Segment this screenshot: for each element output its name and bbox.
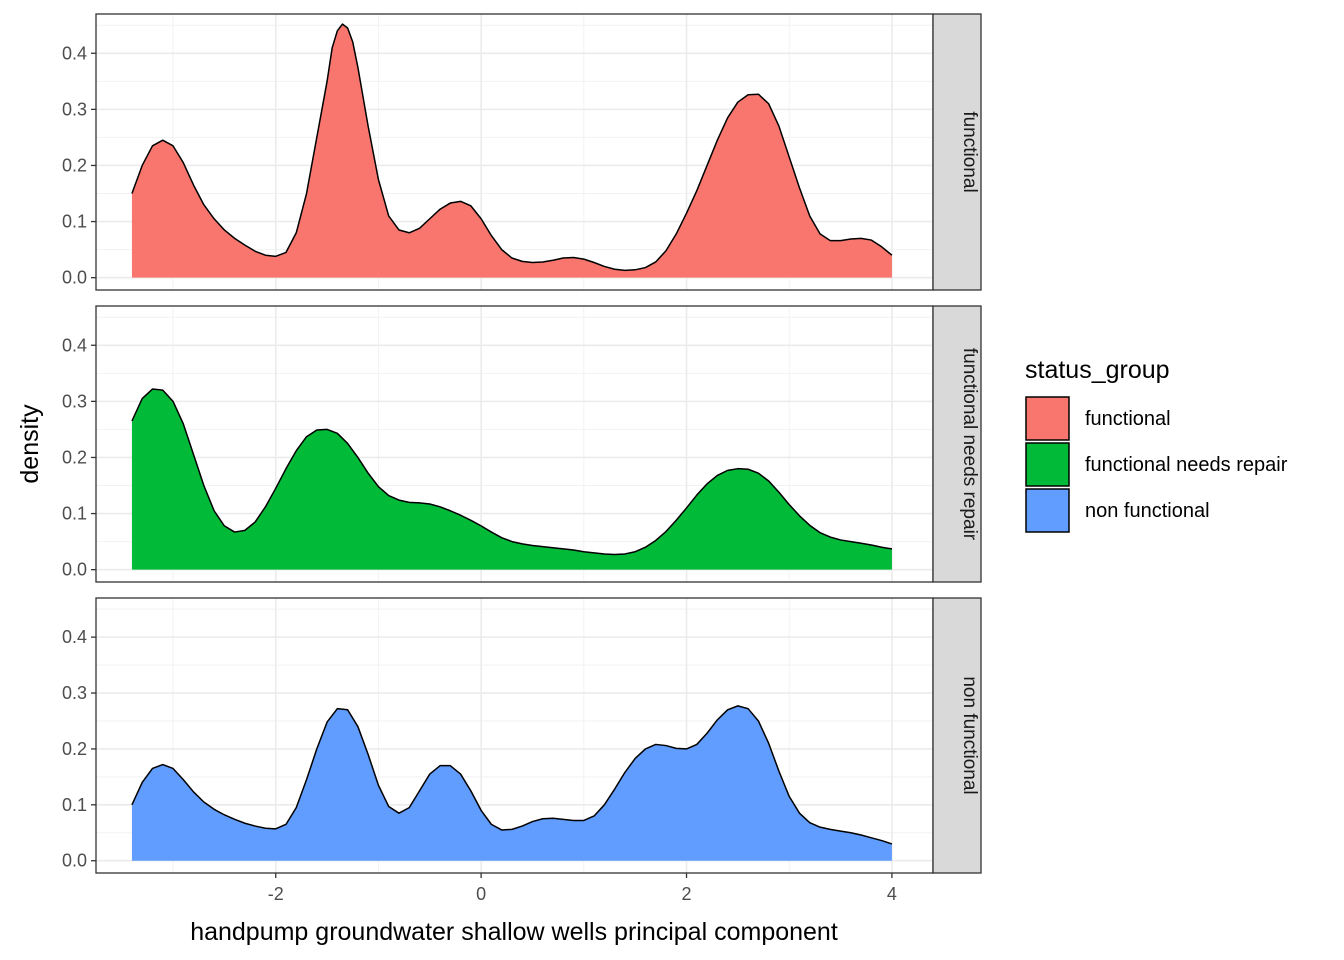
y-tick-label: 0.0 <box>62 268 87 288</box>
x-tick-label: 4 <box>887 884 897 904</box>
density-outline <box>131 705 893 845</box>
facet-strip <box>932 597 982 874</box>
x-axis: -2 0 2 4 <box>268 873 897 904</box>
y-tick-label: 0.0 <box>62 560 87 580</box>
facet-strip <box>932 13 982 291</box>
x-axis-title: handpump groundwater shallow wells princ… <box>190 918 838 946</box>
y-axis-title: density <box>16 404 44 484</box>
legend-key <box>1025 442 1070 487</box>
density-area <box>131 705 892 861</box>
y-tick-label: 0.4 <box>62 335 87 355</box>
facet-panels: 0.0 0.1 0.2 0.3 0.4 functional 0.0 0.1 0.2 0.3 0.4… <box>62 13 982 904</box>
facet-strip <box>932 305 982 583</box>
x-tick-label: 2 <box>682 884 692 904</box>
facet-panel-0: 0.0 0.1 0.2 0.3 0.4 functional <box>62 13 982 291</box>
legend: status_group functional functional needs … <box>1025 356 1288 533</box>
legend-key <box>1025 396 1070 441</box>
y-tick-label: 0.2 <box>62 739 87 759</box>
y-tick-label: 0.4 <box>62 627 87 647</box>
y-tick-label: 0.3 <box>62 99 87 119</box>
y-tick-label: 0.4 <box>62 43 87 63</box>
density-area <box>131 389 892 570</box>
density-outline <box>131 23 893 272</box>
y-tick-label: 0.1 <box>62 795 87 815</box>
facet-strip-label: functional needs repair <box>959 348 980 541</box>
x-tick-label: -2 <box>268 884 284 904</box>
density-area <box>131 24 892 278</box>
facet-strip-label: non functional <box>959 676 980 794</box>
legend-key <box>1025 488 1070 533</box>
legend-label: non functional <box>1085 500 1210 522</box>
y-tick-label: 0.3 <box>62 391 87 411</box>
y-tick-label: 0.1 <box>62 504 87 524</box>
x-tick-label: 0 <box>476 884 486 904</box>
legend-label: functional needs repair <box>1085 454 1288 476</box>
legend-title: status_group <box>1025 356 1170 384</box>
y-tick-label: 0.1 <box>62 212 87 232</box>
facet-panel-1: 0.0 0.1 0.2 0.3 0.4 functional needs repair <box>62 305 982 583</box>
density-outline <box>131 388 893 556</box>
y-tick-label: 0.2 <box>62 155 87 175</box>
y-tick-label: 0.3 <box>62 683 87 703</box>
y-tick-label: 0.2 <box>62 447 87 467</box>
legend-label: functional <box>1085 408 1171 430</box>
facet-strip-label: functional <box>959 111 980 192</box>
y-tick-label: 0.0 <box>62 851 87 871</box>
facet-panel-2: 0.0 0.1 0.2 0.3 0.4 non functional <box>62 597 982 874</box>
